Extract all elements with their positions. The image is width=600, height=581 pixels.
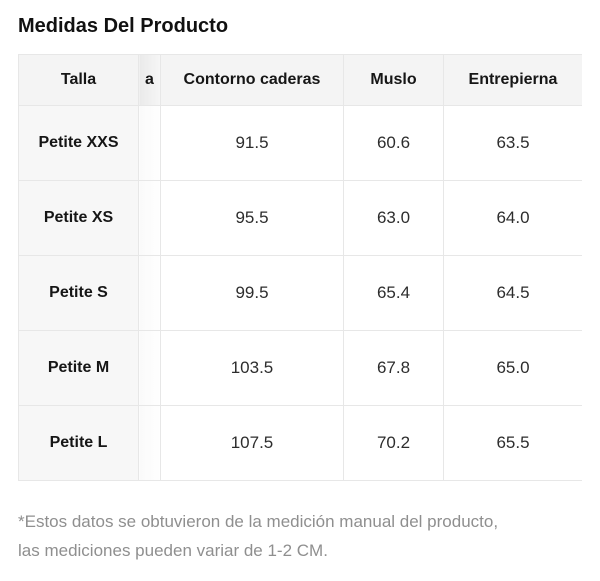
header-truncated-column: a — [138, 54, 161, 106]
product-measurements-section: Medidas Del Producto Talla a Contorno ca… — [0, 14, 600, 581]
table-row: Petite XXS 91.5 60.6 63.5 — [18, 105, 582, 181]
measurement-cell: 60.6 — [343, 105, 444, 181]
truncated-cell — [138, 405, 161, 481]
table-row: Petite S 99.5 65.4 64.5 — [18, 255, 582, 331]
measurement-cell: 65.4 — [343, 255, 444, 331]
measurement-cell: 63.0 — [343, 180, 444, 256]
truncated-cell — [138, 105, 161, 181]
measurement-cell: 107.5 — [160, 405, 344, 481]
measurements-table: Talla a Contorno caderas Muslo Entrepier… — [18, 54, 582, 481]
size-label-cell: Petite M — [18, 330, 139, 406]
measurement-cell: 65.5 — [443, 405, 582, 481]
size-label-cell: Petite S — [18, 255, 139, 331]
measurement-cell: 63.5 — [443, 105, 582, 181]
size-label-cell: Petite XXS — [18, 105, 139, 181]
truncated-cell — [138, 255, 161, 331]
measurement-cell: 67.8 — [343, 330, 444, 406]
truncated-cell — [138, 180, 161, 256]
size-label-cell: Petite L — [18, 405, 139, 481]
measurement-cell: 65.0 — [443, 330, 582, 406]
measurement-cell: 99.5 — [160, 255, 344, 331]
table-row: Petite L 107.5 70.2 65.5 — [18, 405, 582, 481]
measurement-cell: 70.2 — [343, 405, 444, 481]
page-title: Medidas Del Producto — [18, 15, 229, 37]
table-row: Petite XS 95.5 63.0 64.0 — [18, 180, 582, 256]
header-muslo: Muslo — [343, 54, 444, 106]
table-row: Petite M 103.5 67.8 65.0 — [18, 330, 582, 406]
header-entrepierna: Entrepierna — [443, 54, 582, 106]
measurement-cell: 103.5 — [160, 330, 344, 406]
header-talla: Talla — [18, 54, 139, 106]
truncated-cell — [138, 330, 161, 406]
table-header-row: Talla a Contorno caderas Muslo Entrepier… — [18, 54, 582, 106]
measurement-cell: 64.0 — [443, 180, 582, 256]
header-contorno-caderas: Contorno caderas — [160, 54, 344, 106]
measurements-table-scroll-area[interactable]: Talla a Contorno caderas Muslo Entrepier… — [18, 54, 582, 481]
measurement-cell: 64.5 — [443, 255, 582, 331]
measurement-disclaimer: *Estos datos se obtuvieron de la medició… — [18, 507, 582, 565]
disclaimer-line-1: *Estos datos se obtuvieron de la medició… — [18, 512, 499, 531]
disclaimer-line-2: las mediciones pueden variar de 1-2 CM. — [18, 541, 328, 560]
size-label-cell: Petite XS — [18, 180, 139, 256]
measurement-cell: 95.5 — [160, 180, 344, 256]
measurement-cell: 91.5 — [160, 105, 344, 181]
